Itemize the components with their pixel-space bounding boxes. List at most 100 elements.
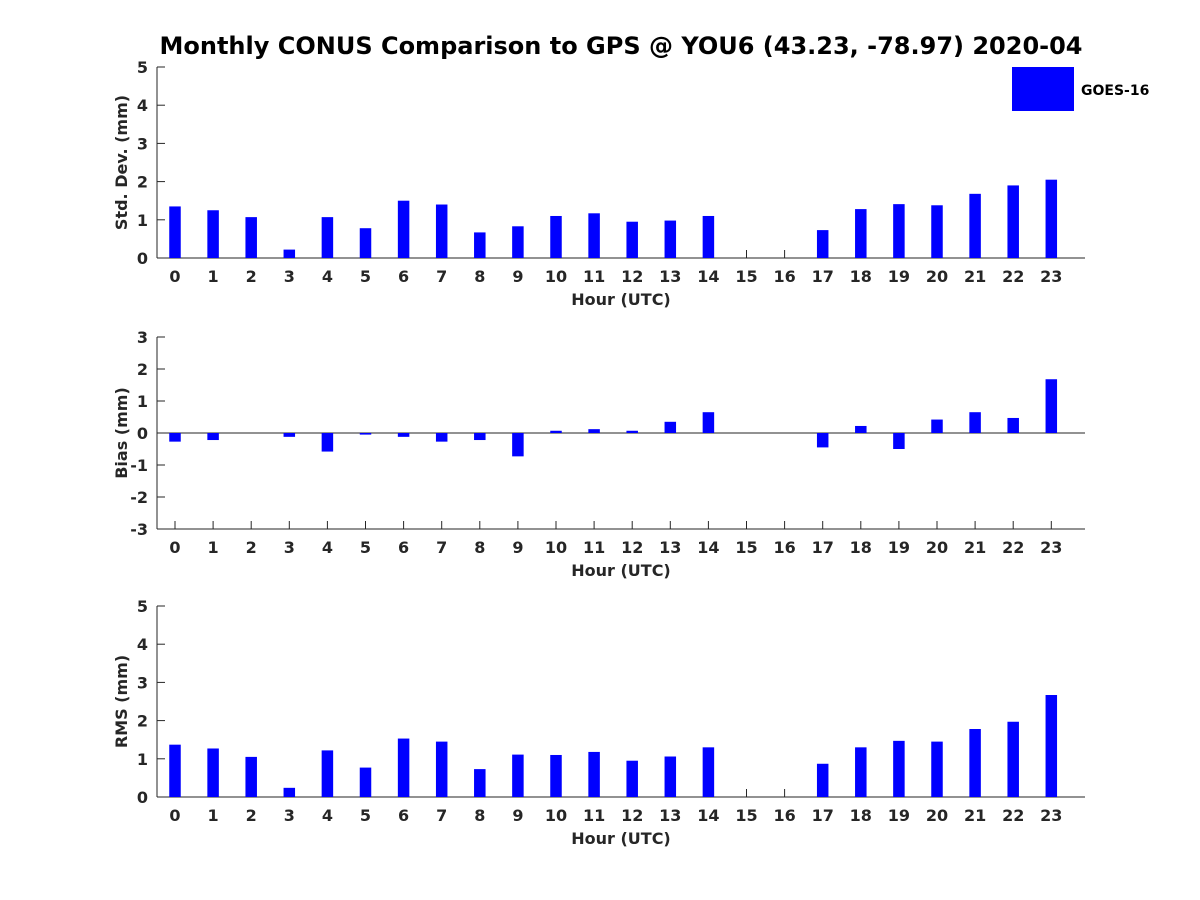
bias-y-tick-label: -3 [130, 520, 148, 539]
rms-x-tick-label: 13 [659, 806, 681, 825]
std-dev-x-tick-label: 4 [322, 267, 333, 286]
std-dev-x-tick-label: 11 [583, 267, 605, 286]
std-dev-x-tick-label: 6 [398, 267, 409, 286]
rms-x-tick-label: 11 [583, 806, 605, 825]
rms-x-tick-label: 0 [169, 806, 180, 825]
std-dev-y-tick-label: 5 [137, 58, 148, 77]
bias-bar-hour-1 [207, 433, 219, 441]
bias-bar-hour-5 [359, 433, 372, 435]
std-dev-x-tick-label: 1 [208, 267, 219, 286]
rms-bar-hour-18 [855, 747, 867, 797]
std-dev-bar-hour-4 [321, 217, 334, 258]
bias-x-tick-label: 18 [850, 538, 872, 557]
rms-y-tick-label: 5 [137, 597, 148, 616]
rms-bar-hour-1 [207, 748, 219, 797]
rms-bar-hour-20 [931, 741, 943, 797]
bias-x-tick-label: 12 [621, 538, 643, 557]
bias-x-tick-label: 1 [208, 538, 219, 557]
std-dev-bar-hour-6 [397, 200, 410, 258]
rms-x-tick-label: 5 [360, 806, 371, 825]
std-dev-bar-hour-10 [550, 215, 562, 258]
bias-bar-hour-13 [664, 421, 677, 433]
bias-x-tick-label: 9 [512, 538, 523, 557]
rms-bar-hour-7 [435, 741, 448, 797]
rms-bar-hour-4 [321, 750, 334, 797]
rms-bar-hour-10 [550, 754, 562, 797]
bias-bar-hour-14 [702, 412, 715, 433]
rms-x-tick-label: 14 [697, 806, 719, 825]
rms-x-tick-label: 8 [474, 806, 485, 825]
bias-x-tick-label: 15 [735, 538, 757, 557]
std-dev-bar-hour-2 [245, 217, 257, 258]
bias-y-tick-label: 3 [137, 328, 148, 347]
rms-bar-hour-5 [359, 767, 372, 797]
std-dev-bar-hour-17 [816, 230, 829, 258]
std-dev-bar-hour-5 [359, 228, 372, 258]
std-dev-bar-hour-3 [283, 249, 296, 258]
bias-bar-hour-19 [893, 433, 905, 449]
bias-bar-hour-6 [397, 433, 410, 437]
bias-x-tick-label: 10 [545, 538, 567, 557]
rms-bar-hour-13 [664, 756, 677, 797]
legend-label-goes-16: GOES-16 [1081, 83, 1149, 99]
rms-x-tick-label: 17 [812, 806, 834, 825]
rms-x-tick-label: 23 [1040, 806, 1062, 825]
std-dev-x-tick-label: 17 [812, 267, 834, 286]
std-dev-x-tick-label: 3 [284, 267, 295, 286]
std-dev-x-tick-label: 12 [621, 267, 643, 286]
std-dev-x-tick-label: 20 [926, 267, 948, 286]
std-dev-bar-hour-19 [893, 204, 905, 258]
bias-bar-hour-11 [588, 429, 600, 433]
bias-x-axis-label: Hour (UTC) [571, 561, 671, 580]
bias-x-tick-label: 8 [474, 538, 485, 557]
rms-x-tick-label: 2 [246, 806, 257, 825]
bias-x-tick-label: 17 [812, 538, 834, 557]
std-dev-x-tick-label: 10 [545, 267, 567, 286]
bias-y-tick-label: 2 [137, 360, 148, 379]
legend: GOES-16 [1012, 67, 1149, 111]
std-dev-x-axis-label: Hour (UTC) [571, 290, 671, 309]
bias-x-tick-label: 3 [284, 538, 295, 557]
chart-title: Monthly CONUS Comparison to GPS @ YOU6 (… [159, 32, 1082, 60]
bias-bar-hour-17 [816, 433, 829, 448]
bias-bar-hour-9 [512, 433, 524, 457]
rms-bar-hour-2 [245, 756, 257, 797]
std-dev-x-tick-label: 21 [964, 267, 986, 286]
bias-x-tick-label: 11 [583, 538, 605, 557]
std-dev-x-tick-label: 22 [1002, 267, 1024, 286]
std-dev-y-tick-label: 2 [137, 173, 148, 192]
rms-x-tick-label: 21 [964, 806, 986, 825]
bias-x-tick-label: 21 [964, 538, 986, 557]
bias-y-tick-label: -1 [130, 456, 148, 475]
std-dev-y-tick-label: 0 [137, 249, 148, 268]
std-dev-y-tick-label: 1 [137, 211, 148, 230]
std-dev-x-tick-label: 5 [360, 267, 371, 286]
rms-bar-hour-19 [893, 740, 905, 797]
std-dev-bar-hour-22 [1007, 185, 1019, 258]
rms-x-tick-label: 9 [512, 806, 523, 825]
std-dev-bar-hour-8 [474, 232, 486, 258]
bias-bar-hour-22 [1007, 417, 1019, 433]
rms-bar-hour-3 [283, 787, 296, 797]
std-dev-bar-hour-1 [207, 210, 219, 258]
rms-bar-hour-14 [702, 747, 715, 797]
bias-x-tick-label: 16 [773, 538, 795, 557]
rms-y-tick-label: 3 [137, 673, 148, 692]
rms-x-tick-label: 7 [436, 806, 447, 825]
rms-bar-hour-6 [397, 738, 410, 797]
bias-x-tick-label: 23 [1040, 538, 1062, 557]
rms-x-tick-label: 19 [888, 806, 910, 825]
std-dev-bar-hour-18 [855, 209, 867, 258]
std-dev-x-tick-label: 2 [246, 267, 257, 286]
rms-y-tick-label: 2 [137, 712, 148, 731]
std-dev-x-tick-label: 16 [773, 267, 795, 286]
rms-bar-hour-21 [969, 729, 981, 797]
rms-x-tick-label: 4 [322, 806, 333, 825]
rms-x-tick-label: 10 [545, 806, 567, 825]
std-dev-y-tick-label: 3 [137, 134, 148, 153]
rms-x-tick-label: 16 [773, 806, 795, 825]
rms-bar-hour-23 [1045, 695, 1058, 797]
